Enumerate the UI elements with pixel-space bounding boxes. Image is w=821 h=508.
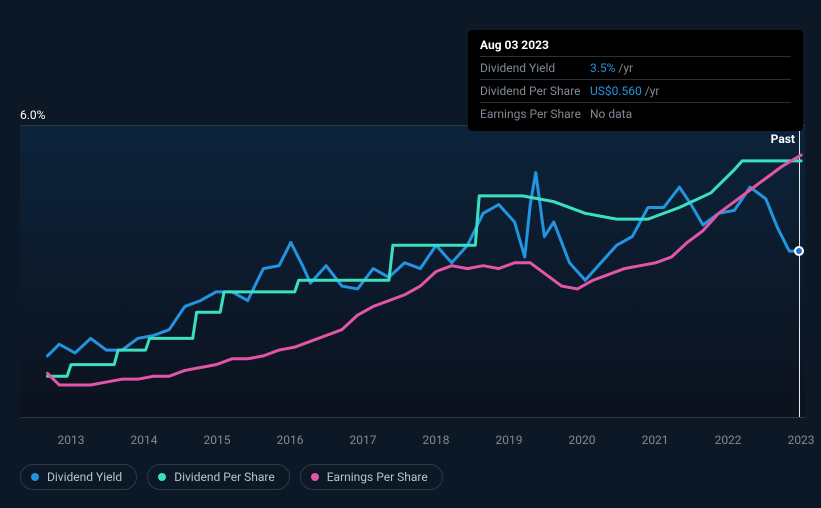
tooltip-row-value: 3.5% /yr <box>590 59 633 77</box>
legend-item[interactable]: Earnings Per Share <box>300 464 443 490</box>
x-axis-label: 2016 <box>277 433 304 447</box>
tooltip-row-value: US$0.560 /yr <box>590 82 659 100</box>
x-axis-label: 2018 <box>423 433 450 447</box>
chart-lines <box>20 126 805 417</box>
legend-item[interactable]: Dividend Yield <box>20 464 137 490</box>
legend-item[interactable]: Dividend Per Share <box>147 464 290 490</box>
x-axis-label: 2019 <box>496 433 523 447</box>
tooltip-row: Earnings Per ShareNo data <box>480 102 791 125</box>
legend-dot-icon <box>311 473 319 481</box>
legend-label: Earnings Per Share <box>327 470 428 484</box>
x-axis-label: 2015 <box>204 433 231 447</box>
tooltip-row: Dividend Per ShareUS$0.560 /yr <box>480 79 791 102</box>
x-axis-label: 2023 <box>788 433 815 447</box>
x-axis-label: 2013 <box>58 433 85 447</box>
tooltip-row-value: No data <box>590 105 632 123</box>
legend-label: Dividend Yield <box>47 470 122 484</box>
legend-dot-icon <box>31 473 39 481</box>
tooltip-row-label: Dividend Per Share <box>480 82 590 100</box>
chart-tooltip: Aug 03 2023 Dividend Yield3.5% /yrDivide… <box>468 30 803 131</box>
tooltip-row-label: Dividend Yield <box>480 59 590 77</box>
x-axis-label: 2017 <box>350 433 377 447</box>
x-axis-label: 2014 <box>131 433 158 447</box>
legend-dot-icon <box>158 473 166 481</box>
legend: Dividend Yield Dividend Per Share Earnings… <box>20 464 443 490</box>
cursor-dot <box>794 246 804 256</box>
x-axis-label: 2020 <box>569 433 596 447</box>
plot-area[interactable]: Past <box>20 125 805 418</box>
tooltip-date: Aug 03 2023 <box>480 38 791 52</box>
tooltip-row: Dividend Yield3.5% /yr <box>480 56 791 79</box>
dividend-chart: Aug 03 2023 Dividend Yield3.5% /yrDivide… <box>0 0 821 508</box>
tooltip-row-label: Earnings Per Share <box>480 105 590 123</box>
y-axis-max: 6.0% <box>20 108 45 122</box>
x-axis-label: 2022 <box>715 433 742 447</box>
tooltip-rows: Dividend Yield3.5% /yrDividend Per Share… <box>480 56 791 125</box>
x-axis-label: 2021 <box>642 433 669 447</box>
legend-label: Dividend Per Share <box>174 470 275 484</box>
past-label: Past <box>771 132 795 146</box>
